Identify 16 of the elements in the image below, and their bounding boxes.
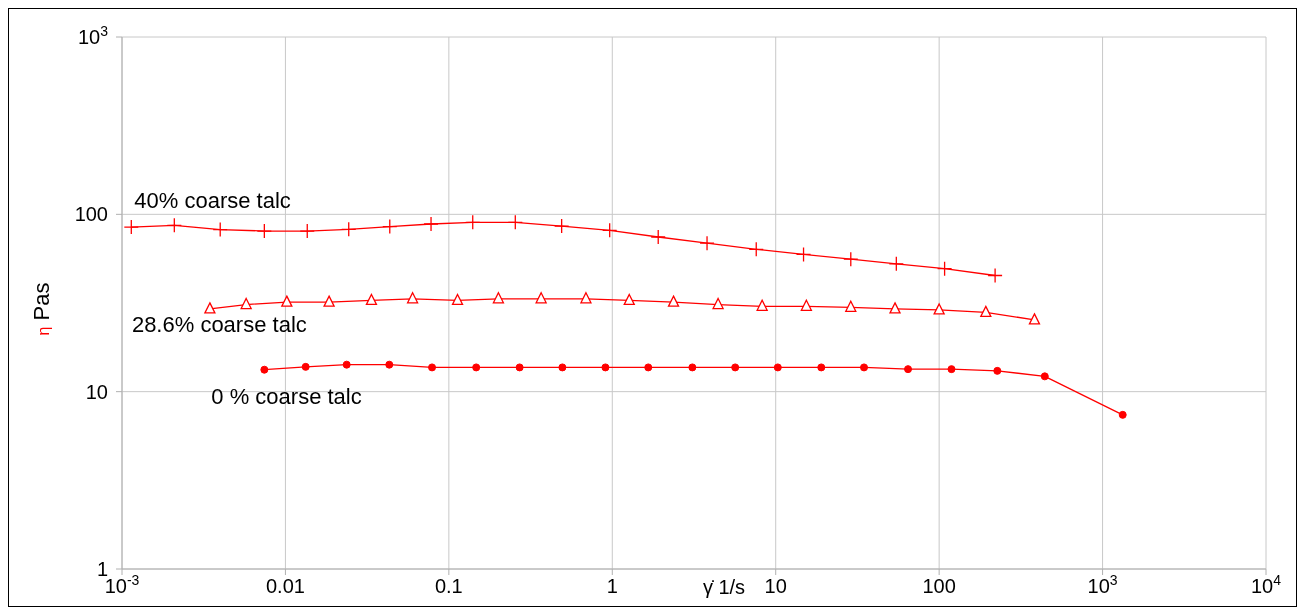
x-tick-label: 10$^{4}$ <box>1250 572 1282 597</box>
y-axis-title: η Pas <box>29 282 54 336</box>
x-tick-label: 100 <box>922 575 956 597</box>
x-tick-label: 1 <box>606 575 618 597</box>
x-tick-label: 0.01 <box>265 575 305 597</box>
x-tick-label: 10$^{3}$ <box>1087 572 1118 597</box>
series-label: 0 % coarse talc <box>211 383 362 409</box>
series-label: 40% coarse talc <box>134 188 291 214</box>
x-tick-label: 0.1 <box>434 575 463 597</box>
y-tick-label: 10 <box>85 380 108 403</box>
x-tick-label: 10 <box>764 575 787 597</box>
y-tick-label: 100 <box>74 203 108 226</box>
y-tick-label: 1 <box>96 558 108 580</box>
series-label: 28.6% coarse talc <box>131 311 307 337</box>
x-axis-title: γ̇ 1/s <box>702 576 746 598</box>
y-tick-label: 10$^{3}$ <box>77 23 109 48</box>
